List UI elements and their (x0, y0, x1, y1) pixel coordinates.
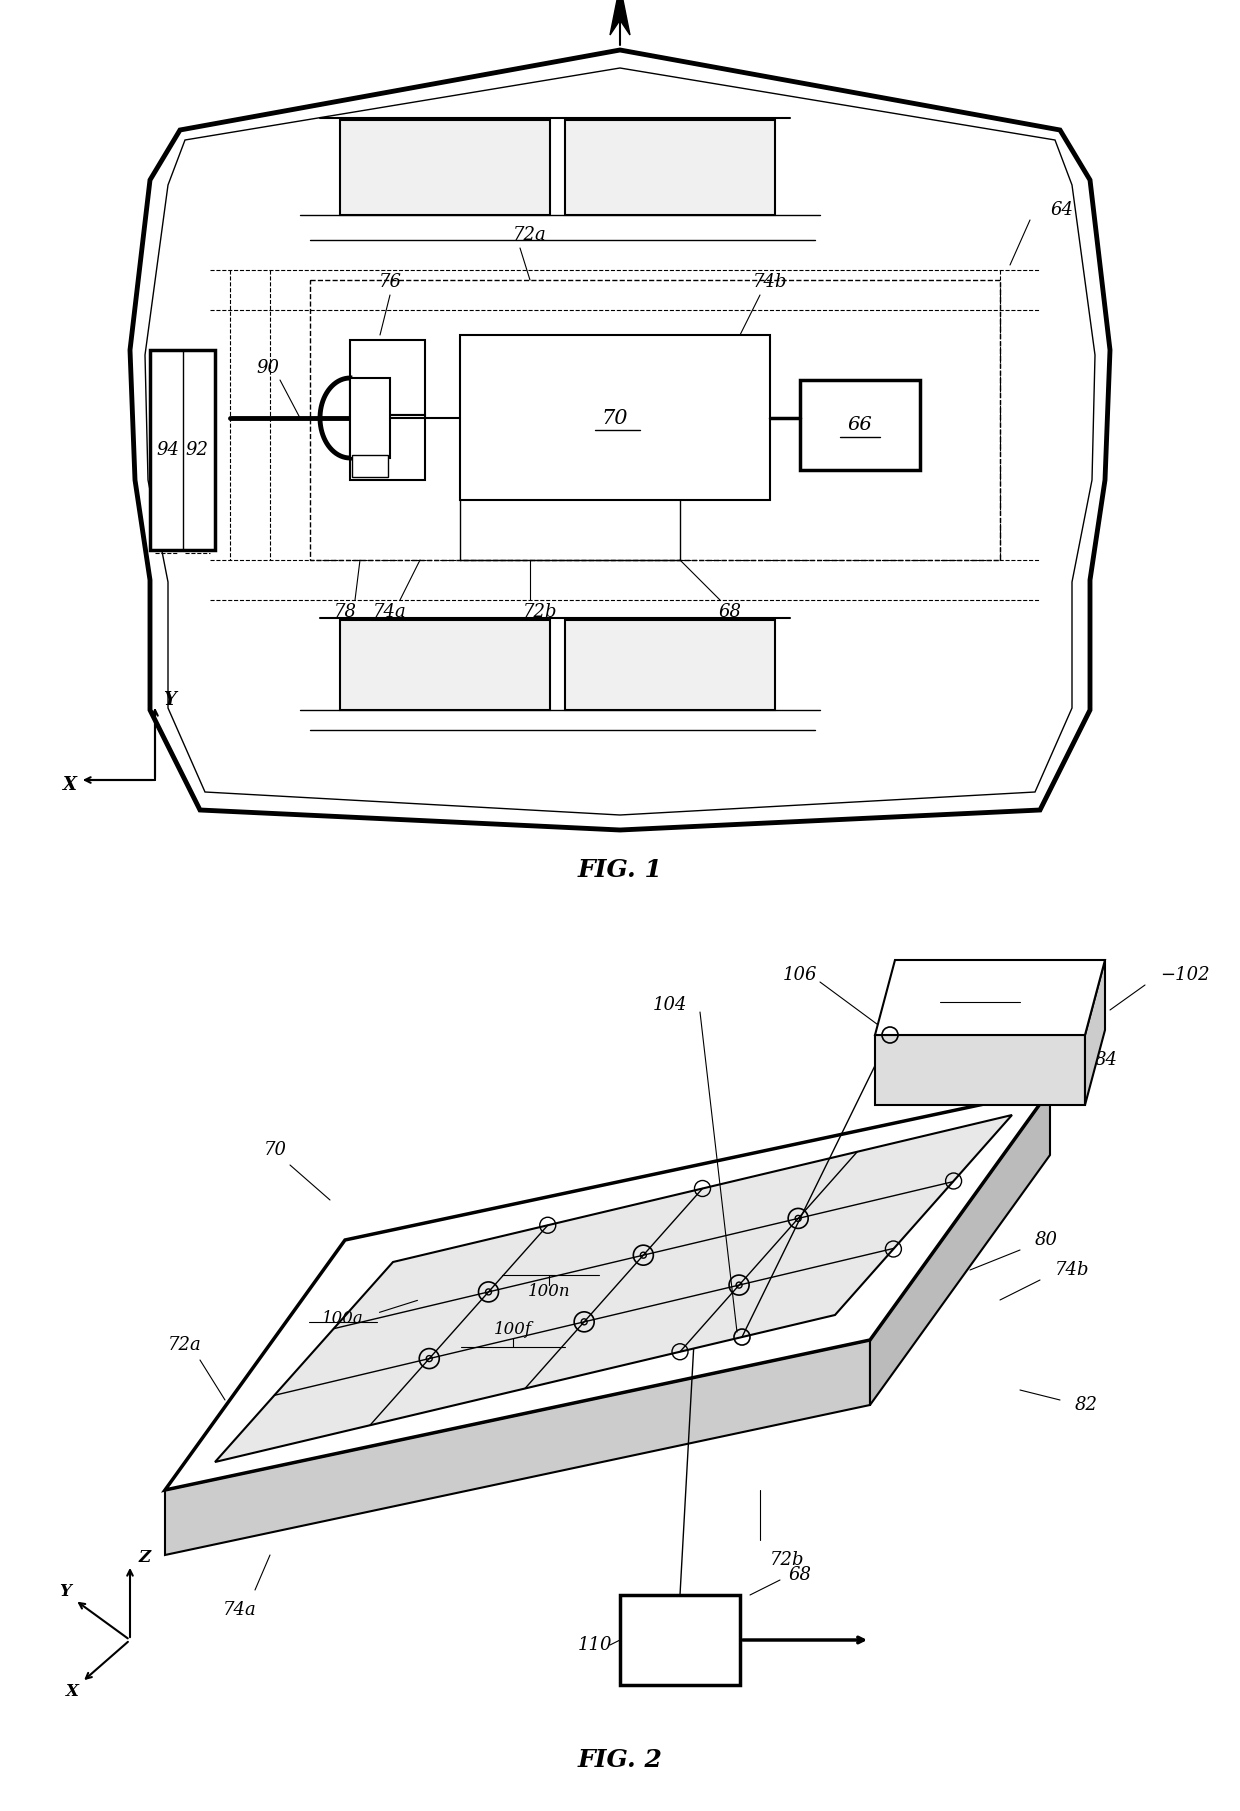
Text: X: X (66, 1684, 78, 1701)
Text: 66: 66 (848, 417, 873, 435)
Bar (150, 350, 215, 551)
Text: 70: 70 (601, 409, 629, 427)
Text: Y: Y (164, 692, 176, 708)
Text: 68: 68 (789, 1567, 811, 1585)
Bar (352, 455, 388, 476)
Text: FIG. 2: FIG. 2 (578, 1748, 662, 1771)
Polygon shape (165, 1340, 870, 1556)
Text: 78: 78 (334, 603, 357, 621)
Text: −102: −102 (1159, 965, 1210, 983)
Text: 74a: 74a (373, 603, 407, 621)
Text: 74b: 74b (1055, 1260, 1090, 1279)
Text: 76: 76 (378, 273, 402, 292)
Bar (800, 380, 920, 471)
Bar (350, 340, 425, 415)
Text: X: X (63, 775, 77, 793)
Text: 90: 90 (257, 359, 279, 377)
Bar (460, 335, 770, 500)
Text: Z: Z (139, 1550, 151, 1567)
Polygon shape (130, 51, 1110, 829)
Bar (340, 619, 551, 710)
Text: 82: 82 (1075, 1396, 1097, 1414)
Text: 72a: 72a (169, 1337, 202, 1355)
Bar (310, 281, 999, 560)
Text: 70: 70 (263, 1141, 286, 1159)
Text: 100n: 100n (528, 1284, 570, 1300)
Polygon shape (875, 960, 1105, 1036)
Polygon shape (215, 1116, 1012, 1461)
Bar (565, 619, 775, 710)
Text: 110: 110 (578, 1635, 613, 1653)
Text: 64: 64 (1050, 201, 1073, 219)
Text: 100a: 100a (321, 1309, 363, 1327)
Polygon shape (870, 1090, 1050, 1405)
Bar (565, 120, 775, 216)
Text: 100f: 100f (494, 1322, 532, 1338)
Bar (350, 378, 391, 458)
Text: 104: 104 (652, 996, 687, 1014)
Bar (350, 415, 425, 480)
Text: 72b: 72b (770, 1550, 805, 1568)
Polygon shape (875, 1036, 1085, 1105)
Polygon shape (1085, 960, 1105, 1105)
Text: 72b: 72b (523, 603, 557, 621)
Text: 100g: 100g (957, 987, 999, 1003)
Bar (340, 120, 551, 216)
Text: 92: 92 (186, 442, 208, 458)
Text: Y: Y (60, 1583, 71, 1601)
Polygon shape (165, 1090, 1050, 1490)
Bar (620, 1595, 740, 1684)
Text: 74b: 74b (753, 273, 787, 292)
Text: FIG. 1: FIG. 1 (578, 858, 662, 882)
Text: 74a: 74a (223, 1601, 257, 1619)
Text: 68: 68 (718, 603, 742, 621)
Text: 94: 94 (156, 442, 180, 458)
Text: 80: 80 (1035, 1231, 1058, 1250)
Text: 106: 106 (782, 965, 817, 983)
Text: 84: 84 (1095, 1050, 1118, 1068)
Polygon shape (610, 0, 630, 34)
Text: 72a: 72a (513, 226, 547, 244)
